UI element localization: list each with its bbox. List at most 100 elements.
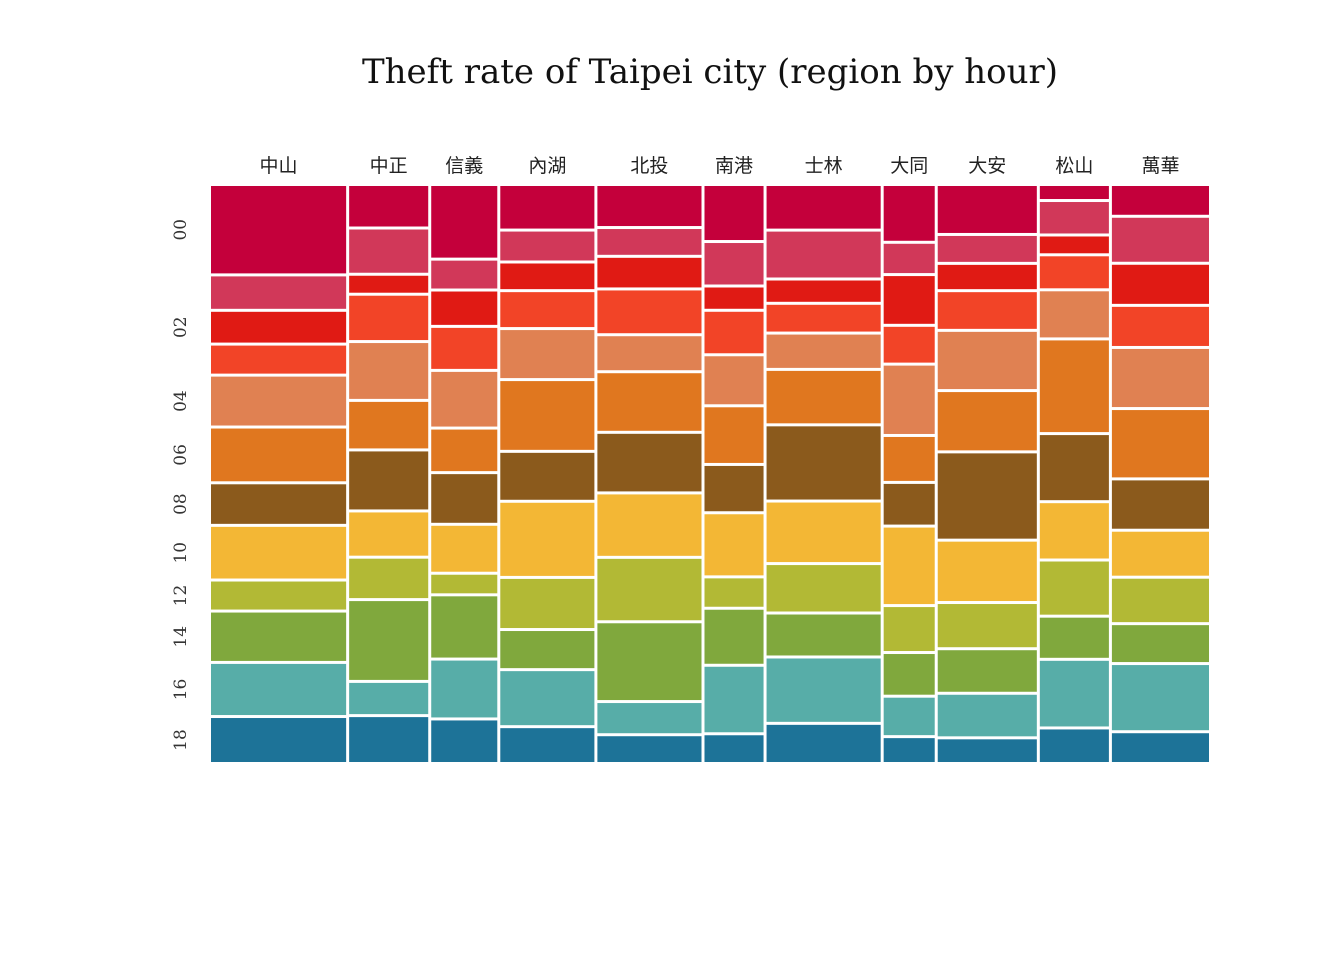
- region-label: 信義: [445, 155, 483, 177]
- mosaic-cell-1-2: [211, 276, 347, 309]
- mosaic-cell-5-5: [597, 336, 702, 371]
- mosaic-cell-4-3: [500, 263, 595, 290]
- mosaic-cell-3-12: [431, 720, 498, 762]
- mosaic-cell-4-11: [500, 671, 595, 726]
- mosaic-cell-10-8: [1039, 503, 1109, 559]
- mosaic-cell-1-6: [211, 428, 347, 482]
- mosaic-cell-2-8: [349, 512, 429, 556]
- mosaic-cell-10-6: [1039, 340, 1109, 433]
- mosaic-cell-7-6: [766, 370, 881, 424]
- region-label: 大同: [890, 155, 928, 177]
- mosaic-cell-8-1: [883, 186, 935, 241]
- mosaic-cell-1-11: [211, 663, 347, 716]
- hour-tick-label: 18: [171, 729, 191, 751]
- mosaic-cell-2-10: [349, 601, 429, 680]
- mosaic-cell-7-10: [766, 614, 881, 656]
- mosaic-cell-4-5: [500, 330, 595, 379]
- mosaic-cell-6-2: [704, 243, 764, 285]
- mosaic-cell-4-8: [500, 502, 595, 576]
- mosaic-cell-11-3: [1111, 264, 1209, 304]
- mosaic-cell-6-11: [704, 666, 764, 733]
- mosaic-cell-7-8: [766, 502, 881, 563]
- mosaic-cell-7-7: [766, 426, 881, 500]
- region-label: 中山: [260, 155, 298, 177]
- mosaic-cell-11-9: [1111, 578, 1209, 623]
- mosaic-cell-10-11: [1039, 660, 1109, 727]
- mosaic-cell-11-5: [1111, 348, 1209, 408]
- mosaic-cell-8-6: [883, 436, 935, 481]
- mosaic-cell-5-8: [597, 494, 702, 556]
- mosaic-cell-8-8: [883, 527, 935, 605]
- mosaic-cell-2-2: [349, 229, 429, 273]
- mosaic-cell-2-6: [349, 401, 429, 449]
- mosaic-cell-1-5: [211, 376, 347, 426]
- mosaic-cell-10-1: [1039, 186, 1109, 200]
- mosaic-cell-1-3: [211, 311, 347, 343]
- mosaic-cell-11-11: [1111, 665, 1209, 731]
- mosaic-cell-9-11: [937, 694, 1037, 737]
- region-label: 士林: [805, 155, 843, 177]
- mosaic-cell-10-4: [1039, 256, 1109, 289]
- mosaic-cell-8-12: [883, 738, 935, 762]
- mosaic-cell-9-8: [937, 541, 1037, 602]
- mosaic-cell-8-3: [883, 276, 935, 324]
- mosaic-cell-1-12: [211, 718, 347, 762]
- mosaic-cell-7-12: [766, 724, 881, 762]
- region-label: 萬華: [1141, 155, 1179, 177]
- mosaic-cell-7-1: [766, 186, 881, 229]
- mosaic-cell-8-10: [883, 654, 935, 695]
- mosaic-cell-9-3: [937, 264, 1037, 290]
- mosaic-cell-4-1: [500, 186, 595, 229]
- mosaic-cell-5-10: [597, 623, 702, 701]
- mosaic-cell-1-10: [211, 612, 347, 661]
- mosaic-cell-4-6: [500, 381, 595, 450]
- mosaic-cell-10-7: [1039, 435, 1109, 501]
- mosaic-cell-9-9: [937, 604, 1037, 648]
- mosaic-cell-6-4: [704, 311, 764, 354]
- mosaic-cell-8-11: [883, 697, 935, 736]
- mosaic-cell-3-5: [431, 371, 498, 427]
- mosaic-cell-5-6: [597, 373, 702, 431]
- mosaic-cell-10-10: [1039, 617, 1109, 658]
- mosaic-cell-1-4: [211, 345, 347, 374]
- mosaic-cell-6-12: [704, 735, 764, 762]
- mosaic-cell-5-4: [597, 290, 702, 334]
- mosaic-cell-2-5: [349, 343, 429, 399]
- chart-title: Theft rate of Taipei city (region by hou…: [361, 52, 1059, 92]
- region-label: 北投: [630, 155, 668, 177]
- mosaic-cell-11-7: [1111, 480, 1209, 529]
- mosaic-cell-6-6: [704, 407, 764, 463]
- mosaic-cell-7-3: [766, 280, 881, 302]
- mosaic-cell-4-4: [500, 292, 595, 328]
- mosaic-cell-4-7: [500, 452, 595, 500]
- mosaic-cell-2-1: [349, 186, 429, 227]
- mosaic-cell-8-4: [883, 326, 935, 363]
- mosaic-cell-4-2: [500, 231, 595, 261]
- mosaic-cell-9-7: [937, 453, 1037, 539]
- hour-tick-label: 02: [171, 316, 191, 338]
- mosaic-cell-8-2: [883, 243, 935, 274]
- mosaic-cell-6-5: [704, 356, 764, 405]
- hour-tick-label: 12: [171, 585, 191, 607]
- mosaic-cell-2-9: [349, 558, 429, 599]
- mosaic-cell-10-9: [1039, 561, 1109, 615]
- mosaic-cell-2-3: [349, 275, 429, 293]
- mosaic-cell-1-8: [211, 526, 347, 579]
- mosaic-cell-9-6: [937, 392, 1037, 451]
- mosaic-cell-5-2: [597, 229, 702, 255]
- mosaic-cell-11-1: [1111, 186, 1209, 215]
- mosaic-cell-3-1: [431, 186, 498, 258]
- hour-tick-label: 08: [171, 493, 191, 515]
- region-label: 大安: [968, 155, 1006, 177]
- mosaic-cell-2-11: [349, 682, 429, 715]
- mosaic-cell-11-12: [1111, 733, 1209, 762]
- mosaic-cell-4-9: [500, 578, 595, 629]
- mosaic-cell-10-5: [1039, 291, 1109, 338]
- hour-tick-label: 10: [171, 542, 191, 564]
- mosaic-cell-9-2: [937, 235, 1037, 262]
- mosaic-cell-6-8: [704, 514, 764, 576]
- mosaic-cell-11-4: [1111, 306, 1209, 346]
- mosaic-cell-1-7: [211, 484, 347, 524]
